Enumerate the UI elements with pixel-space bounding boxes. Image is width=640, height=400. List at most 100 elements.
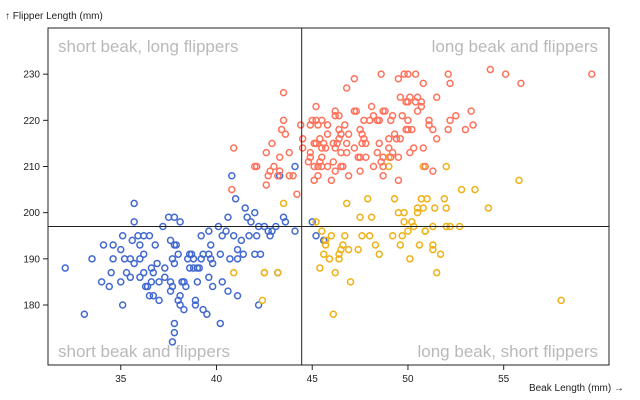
data-point xyxy=(356,167,364,175)
data-point xyxy=(153,259,161,268)
data-point xyxy=(515,176,523,185)
data-point xyxy=(409,144,418,152)
data-point xyxy=(419,144,428,152)
data-point xyxy=(314,121,322,129)
data-point xyxy=(373,148,382,157)
data-point xyxy=(145,231,154,240)
data-point xyxy=(390,195,399,203)
data-point xyxy=(233,255,242,263)
data-point xyxy=(394,153,403,162)
data-point xyxy=(308,218,316,226)
data-point xyxy=(436,250,445,258)
data-point xyxy=(277,125,286,134)
quadrant-label-top-right: long beak and flippers xyxy=(432,37,598,56)
data-point xyxy=(258,296,267,305)
data-point xyxy=(379,153,387,162)
data-point xyxy=(362,153,370,162)
data-point xyxy=(239,250,248,258)
y-axis: 180 190 200 210 220 230 xyxy=(23,70,48,311)
data-point xyxy=(143,282,152,291)
data-point xyxy=(155,278,163,286)
data-point xyxy=(172,241,181,249)
data-point xyxy=(318,227,326,235)
data-point xyxy=(88,255,96,263)
plot-frame xyxy=(47,27,610,366)
data-point xyxy=(486,65,495,74)
data-point xyxy=(316,135,324,143)
data-point xyxy=(342,84,351,92)
quadrant-label-bottom-right: long beak, short flippers xyxy=(418,342,599,361)
data-point xyxy=(274,171,282,180)
data-point xyxy=(306,148,315,157)
data-point xyxy=(369,111,378,120)
data-point xyxy=(191,296,200,305)
x-axis-title: Beak Length (mm) → xyxy=(529,383,624,394)
data-point xyxy=(105,282,114,291)
data-point xyxy=(231,195,240,203)
data-point xyxy=(350,75,359,83)
data-point xyxy=(185,264,194,272)
data-point xyxy=(415,241,424,249)
data-point xyxy=(228,171,236,180)
data-point xyxy=(408,218,416,226)
data-point xyxy=(247,218,255,226)
data-point xyxy=(130,259,138,268)
data-point xyxy=(404,70,412,78)
x-tick-label: 50 xyxy=(402,374,414,385)
data-point xyxy=(122,268,131,277)
data-point xyxy=(421,227,429,235)
data-points xyxy=(61,65,596,346)
data-point xyxy=(228,185,236,194)
data-point xyxy=(327,231,336,240)
data-point xyxy=(291,162,299,171)
data-point xyxy=(314,171,322,180)
data-point xyxy=(446,79,454,88)
data-point xyxy=(126,273,135,282)
data-point xyxy=(400,218,408,226)
data-point xyxy=(147,278,156,286)
data-point xyxy=(222,227,230,235)
data-point xyxy=(461,125,470,134)
x-axis: 35 40 45 50 55 xyxy=(115,365,510,385)
data-point xyxy=(398,111,406,120)
data-point xyxy=(136,255,144,263)
data-point xyxy=(469,121,477,129)
data-point xyxy=(331,111,339,120)
data-point xyxy=(279,199,288,208)
data-point xyxy=(97,278,106,286)
data-point xyxy=(205,273,213,282)
data-point xyxy=(216,250,225,258)
data-point xyxy=(386,116,395,125)
data-point xyxy=(394,176,403,185)
y-tick-label: 230 xyxy=(23,70,40,81)
data-point xyxy=(109,255,117,263)
data-point xyxy=(208,282,217,291)
data-point xyxy=(279,88,288,97)
data-point xyxy=(341,121,349,129)
data-point xyxy=(293,190,301,198)
data-point xyxy=(316,264,324,272)
data-point xyxy=(429,241,437,249)
data-point xyxy=(275,153,284,162)
data-point xyxy=(417,98,426,106)
y-tick-label: 180 xyxy=(23,300,40,311)
data-point xyxy=(425,116,433,125)
data-point xyxy=(182,282,190,291)
data-point xyxy=(396,93,405,101)
x-tick-label: 35 xyxy=(115,374,127,385)
data-point xyxy=(319,250,328,258)
data-point xyxy=(151,241,159,249)
data-point xyxy=(80,310,89,318)
data-point xyxy=(170,328,179,337)
data-point xyxy=(367,213,376,222)
data-point xyxy=(312,102,320,111)
data-point xyxy=(331,167,339,175)
data-point xyxy=(61,264,69,272)
y-axis-title: ↑ Flipper Length (mm) xyxy=(5,11,103,22)
data-point xyxy=(365,231,374,240)
data-point xyxy=(346,278,355,286)
data-point xyxy=(335,135,343,143)
data-point xyxy=(170,213,179,222)
data-point xyxy=(344,130,353,138)
data-point xyxy=(356,213,364,222)
